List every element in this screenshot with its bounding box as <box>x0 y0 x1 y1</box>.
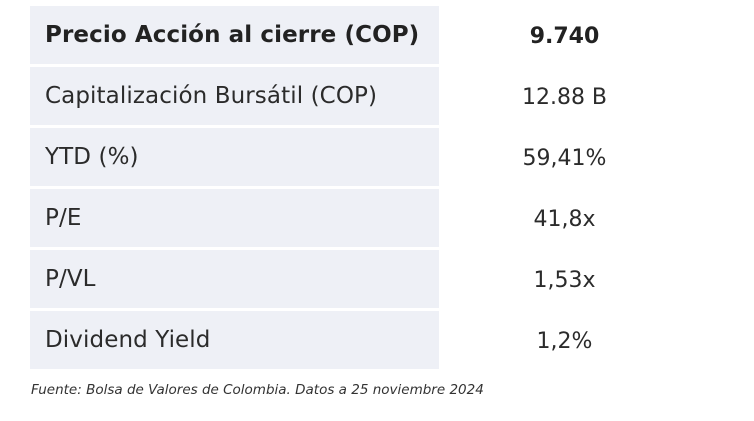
table-header-row: Precio Acción al cierre (COP) 9.740 <box>30 6 730 67</box>
dividend-yield-value: 1,2% <box>536 329 593 354</box>
stock-metrics-table: Precio Acción al cierre (COP) 9.740 Capi… <box>30 6 730 372</box>
pe-label: P/E <box>30 189 439 250</box>
market-cap-value: 12.88 B <box>521 85 608 110</box>
pvl-label: P/VL <box>30 250 439 311</box>
closing-price-label: Precio Acción al cierre (COP) <box>30 6 439 67</box>
dividend-yield-label: Dividend Yield <box>30 311 439 372</box>
pvl-value: 1,53x <box>533 268 596 293</box>
table-row: Capitalización Bursátil (COP) 12.88 B <box>30 67 730 128</box>
table-row: P/VL 1,53x <box>30 250 730 311</box>
table-row: Dividend Yield 1,2% <box>30 311 730 372</box>
table-row: YTD (%) 59,41% <box>30 128 730 189</box>
source-note: Fuente: Bolsa de Valores de Colombia. Da… <box>31 382 484 398</box>
ytd-label: YTD (%) <box>30 128 439 189</box>
ytd-value: 59,41% <box>522 146 607 171</box>
market-cap-label: Capitalización Bursátil (COP) <box>30 67 439 128</box>
closing-price-value: 9.740 <box>529 24 600 49</box>
pe-value: 41,8x <box>533 207 596 232</box>
table-row: P/E 41,8x <box>30 189 730 250</box>
